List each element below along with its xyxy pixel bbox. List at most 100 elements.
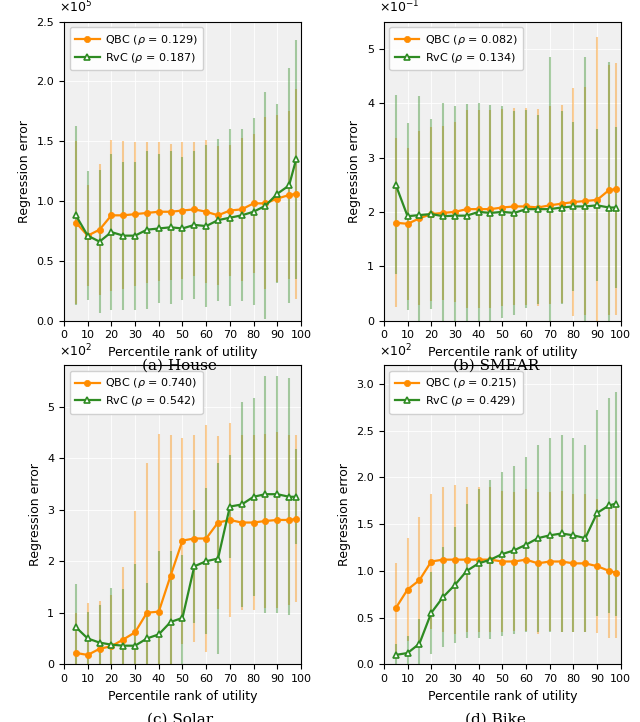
Legend: QBC ($\rho$ = 0.740), RvC ($\rho$ = 0.542): QBC ($\rho$ = 0.740), RvC ($\rho$ = 0.54…: [70, 371, 203, 414]
QBC ($\rho$ = 0.129): [292, 189, 300, 198]
Line: RvC ($\rho$ = 0.542): RvC ($\rho$ = 0.542): [72, 491, 300, 649]
QBC ($\rho$ = 0.082): [404, 219, 412, 228]
QBC ($\rho$ = 0.215): [522, 555, 530, 564]
QBC ($\rho$ = 0.740): [285, 516, 293, 524]
RvC ($\rho$ = 0.134): [463, 212, 470, 220]
QBC ($\rho$ = 0.082): [392, 218, 399, 227]
QBC ($\rho$ = 0.740): [155, 607, 163, 616]
RvC ($\rho$ = 0.187): [179, 224, 186, 232]
QBC ($\rho$ = 0.740): [131, 628, 139, 637]
QBC ($\rho$ = 0.215): [404, 586, 412, 594]
QBC ($\rho$ = 0.082): [612, 185, 620, 193]
Y-axis label: Regression error: Regression error: [348, 120, 362, 222]
QBC ($\rho$ = 0.082): [546, 201, 554, 209]
Text: (b) SMEAR: (b) SMEAR: [452, 359, 539, 373]
QBC ($\rho$ = 0.129): [238, 205, 246, 214]
RvC ($\rho$ = 0.134): [570, 202, 577, 211]
RvC ($\rho$ = 0.134): [428, 209, 435, 218]
QBC ($\rho$ = 0.082): [428, 209, 435, 218]
QBC ($\rho$ = 0.082): [486, 205, 494, 214]
Y-axis label: Regression error: Regression error: [29, 464, 42, 566]
QBC ($\rho$ = 0.129): [155, 207, 163, 216]
Line: QBC ($\rho$ = 0.082): QBC ($\rho$ = 0.082): [392, 186, 619, 227]
RvC ($\rho$ = 0.542): [214, 554, 222, 563]
RvC ($\rho$ = 0.187): [131, 231, 139, 240]
QBC ($\rho$ = 0.082): [463, 205, 470, 214]
QBC ($\rho$ = 0.129): [250, 199, 257, 208]
Text: (d) Bike: (d) Bike: [465, 713, 526, 722]
RvC ($\rho$ = 0.134): [486, 209, 494, 217]
QBC ($\rho$ = 0.129): [191, 205, 198, 214]
QBC ($\rho$ = 0.740): [250, 518, 257, 527]
QBC ($\rho$ = 0.129): [226, 206, 234, 215]
RvC ($\rho$ = 0.134): [546, 205, 554, 214]
QBC ($\rho$ = 0.740): [226, 516, 234, 524]
Text: $\times10^2$: $\times10^2$: [60, 343, 92, 360]
RvC ($\rho$ = 0.542): [143, 634, 151, 643]
QBC ($\rho$ = 0.215): [581, 559, 589, 567]
QBC ($\rho$ = 0.740): [120, 635, 127, 644]
RvC ($\rho$ = 0.134): [612, 203, 620, 212]
Line: QBC ($\rho$ = 0.129): QBC ($\rho$ = 0.129): [73, 191, 300, 239]
QBC ($\rho$ = 0.082): [415, 214, 423, 222]
RvC ($\rho$ = 0.429): [581, 534, 589, 542]
RvC ($\rho$ = 0.429): [475, 559, 483, 567]
RvC ($\rho$ = 0.429): [593, 508, 601, 517]
RvC ($\rho$ = 0.429): [534, 534, 541, 542]
RvC ($\rho$ = 0.429): [415, 640, 423, 648]
RvC ($\rho$ = 0.429): [605, 501, 612, 510]
RvC ($\rho$ = 0.187): [84, 231, 92, 240]
QBC ($\rho$ = 0.082): [605, 186, 612, 194]
RvC ($\rho$ = 0.542): [131, 641, 139, 650]
Text: (c) Solar: (c) Solar: [147, 713, 213, 722]
RvC ($\rho$ = 0.134): [392, 180, 399, 189]
RvC ($\rho$ = 0.187): [262, 201, 269, 210]
RvC ($\rho$ = 0.187): [214, 216, 222, 225]
RvC ($\rho$ = 0.134): [499, 207, 506, 216]
X-axis label: Percentile rank of utility: Percentile rank of utility: [108, 690, 257, 703]
QBC ($\rho$ = 0.082): [534, 203, 541, 212]
RvC ($\rho$ = 0.134): [451, 212, 459, 220]
RvC ($\rho$ = 0.134): [534, 205, 541, 214]
Legend: QBC ($\rho$ = 0.129), RvC ($\rho$ = 0.187): QBC ($\rho$ = 0.129), RvC ($\rho$ = 0.18…: [70, 27, 203, 70]
QBC ($\rho$ = 0.740): [108, 642, 115, 651]
QBC ($\rho$ = 0.129): [262, 199, 269, 208]
RvC ($\rho$ = 0.187): [143, 225, 151, 234]
QBC ($\rho$ = 0.740): [273, 516, 281, 524]
QBC ($\rho$ = 0.129): [120, 211, 127, 219]
RvC ($\rho$ = 0.542): [262, 490, 269, 498]
RvC ($\rho$ = 0.134): [593, 201, 601, 209]
RvC ($\rho$ = 0.429): [499, 549, 506, 558]
Line: QBC ($\rho$ = 0.740): QBC ($\rho$ = 0.740): [73, 516, 300, 658]
RvC ($\rho$ = 0.542): [191, 562, 198, 570]
X-axis label: Percentile rank of utility: Percentile rank of utility: [108, 346, 257, 359]
QBC ($\rho$ = 0.740): [84, 651, 92, 659]
QBC ($\rho$ = 0.215): [415, 576, 423, 585]
QBC ($\rho$ = 0.740): [262, 517, 269, 526]
QBC ($\rho$ = 0.129): [96, 225, 104, 234]
RvC ($\rho$ = 0.429): [404, 648, 412, 657]
RvC ($\rho$ = 0.542): [285, 492, 293, 501]
RvC ($\rho$ = 0.429): [546, 531, 554, 539]
QBC ($\rho$ = 0.129): [167, 207, 175, 216]
RvC ($\rho$ = 0.542): [179, 614, 186, 622]
RvC ($\rho$ = 0.542): [84, 634, 92, 643]
RvC ($\rho$ = 0.134): [522, 205, 530, 214]
QBC ($\rho$ = 0.215): [570, 559, 577, 567]
RvC ($\rho$ = 0.542): [250, 492, 257, 501]
QBC ($\rho$ = 0.740): [143, 609, 151, 617]
RvC ($\rho$ = 0.187): [238, 211, 246, 219]
RvC ($\rho$ = 0.187): [72, 211, 80, 219]
QBC ($\rho$ = 0.082): [557, 199, 565, 208]
QBC ($\rho$ = 0.082): [510, 202, 518, 211]
RvC ($\rho$ = 0.187): [167, 223, 175, 232]
RvC ($\rho$ = 0.187): [108, 227, 115, 236]
QBC ($\rho$ = 0.740): [191, 534, 198, 543]
RvC ($\rho$ = 0.187): [155, 224, 163, 232]
QBC ($\rho$ = 0.740): [202, 534, 210, 543]
RvC ($\rho$ = 0.134): [415, 211, 423, 219]
RvC ($\rho$ = 0.187): [191, 220, 198, 229]
QBC ($\rho$ = 0.082): [439, 209, 447, 217]
Text: $\times10^{-1}$: $\times10^{-1}$: [379, 0, 420, 16]
QBC ($\rho$ = 0.129): [143, 209, 151, 217]
